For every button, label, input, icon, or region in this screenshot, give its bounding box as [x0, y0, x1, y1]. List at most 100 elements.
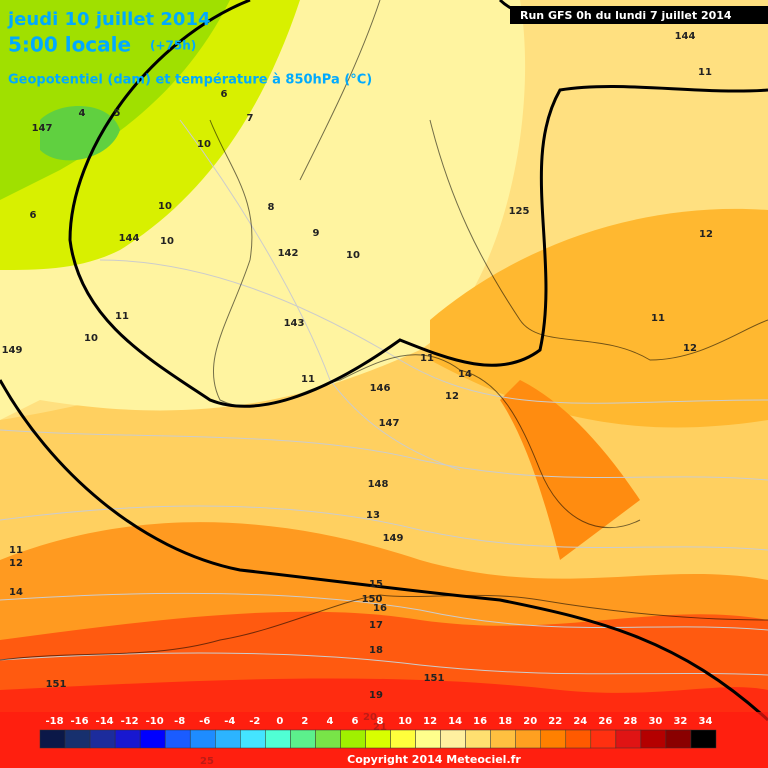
- contour-label: 13: [366, 510, 380, 521]
- legend-label: 0: [276, 716, 283, 727]
- legend-swatch: [315, 729, 341, 749]
- parameter-label: Geopotentiel (dam) et température à 850h…: [8, 73, 372, 88]
- legend-label: -18: [45, 716, 63, 727]
- contour-label: 146: [370, 383, 391, 394]
- legend-swatch: [665, 729, 692, 749]
- legend-swatch: [139, 729, 166, 749]
- legend-swatch: [265, 729, 291, 749]
- legend-swatch: [440, 729, 466, 749]
- contour-label: 12: [699, 229, 713, 240]
- copyright: Copyright 2014 Meteociel.fr: [347, 753, 521, 766]
- legend-label: 8: [377, 716, 384, 727]
- contour-label: 10: [160, 236, 174, 247]
- legend-swatch: [64, 729, 91, 749]
- legend-swatch: [39, 729, 66, 749]
- legend-label: 24: [573, 716, 587, 727]
- legend-label: -4: [224, 716, 235, 727]
- date-label: jeudi 10 juillet 2014: [7, 9, 211, 30]
- legend-label: -12: [121, 716, 139, 727]
- legend: -18 -16 -14 -12 -10 -8 -6 -4 -2 0 2 4 6 8 10 12 14 16 18 20…: [39, 716, 717, 749]
- legend-swatch: [590, 729, 617, 749]
- contour-label: 10: [158, 201, 172, 212]
- contour-label: 149: [2, 345, 23, 356]
- time-label: 5:00 locale: [8, 33, 131, 57]
- legend-swatch: [690, 729, 717, 749]
- temp-band-12: [430, 208, 768, 428]
- legend-label: -16: [71, 716, 89, 727]
- temp-band-4: [40, 106, 120, 161]
- legend-label: 14: [448, 716, 462, 727]
- contour-label: 12: [683, 343, 697, 354]
- legend-label: 32: [673, 716, 687, 727]
- legend-swatch: [340, 729, 366, 749]
- run-banner: [510, 6, 768, 24]
- contour-label: 8: [268, 202, 275, 213]
- legend-label: 20: [523, 716, 537, 727]
- legend-label: 2: [301, 716, 308, 727]
- contour-label: 150: [362, 594, 383, 605]
- contour-label: 147: [32, 123, 53, 134]
- contour-label: 10: [84, 333, 98, 344]
- contour-label: 12: [445, 391, 459, 402]
- contour-label: 11: [115, 311, 129, 322]
- legend-swatch: [240, 729, 266, 749]
- contour-label: 14: [458, 369, 472, 380]
- legend-label: -6: [199, 716, 210, 727]
- legend-swatch: [515, 729, 541, 749]
- contour-label: 144: [675, 31, 696, 42]
- contour-label: 142: [278, 248, 299, 259]
- legend-swatch: [640, 729, 667, 749]
- contour-label: 5: [114, 108, 121, 119]
- contour-label: 9: [313, 228, 320, 239]
- legend-swatch: [615, 729, 642, 749]
- contour-label: 14: [9, 587, 23, 598]
- contour-label: 17: [369, 620, 383, 631]
- legend-swatch: [365, 729, 391, 749]
- legend-swatch: [215, 729, 241, 749]
- contour-label: 144: [119, 233, 140, 244]
- contour-label: 11: [698, 67, 712, 78]
- contour-label: 12: [9, 558, 23, 569]
- legend-label: -10: [146, 716, 164, 727]
- legend-label: 4: [326, 716, 333, 727]
- contour-label: 15: [369, 579, 383, 590]
- contour-label: 148: [368, 479, 389, 490]
- legend-swatch: [490, 729, 516, 749]
- contour-label: 11: [301, 374, 315, 385]
- contour-label: 16: [373, 603, 387, 614]
- legend-label: 12: [423, 716, 437, 727]
- legend-swatch: [164, 729, 191, 749]
- legend-label: 10: [398, 716, 412, 727]
- legend-swatch: [415, 729, 441, 749]
- lead-label: (+75h): [150, 39, 196, 53]
- contour-label: 151: [424, 673, 445, 684]
- legend-swatch: [565, 729, 592, 749]
- legend-swatch: [290, 729, 316, 749]
- legend-label: 30: [648, 716, 662, 727]
- contour-label: 147: [379, 418, 400, 429]
- legend-label: 34: [699, 716, 713, 727]
- contour-label: 10: [197, 139, 211, 150]
- contour-label: 10: [346, 250, 360, 261]
- legend-swatch: [390, 729, 416, 749]
- legend-swatch: [465, 729, 491, 749]
- isotherms: [0, 119, 768, 676]
- contour-label: 151: [46, 679, 67, 690]
- legend-label: 28: [623, 716, 637, 727]
- contour-label: 149: [383, 533, 404, 544]
- legend-label: 18: [498, 716, 512, 727]
- contour-label: 7: [247, 113, 254, 124]
- temp-band-14: [500, 380, 640, 560]
- contour-label: 11: [420, 353, 434, 364]
- legend-label: 22: [548, 716, 562, 727]
- legend-label: -8: [174, 716, 185, 727]
- contour-label: 11: [9, 545, 23, 556]
- contour-label: 18: [369, 645, 383, 656]
- contour-label: 4: [79, 108, 86, 119]
- contour-label: 19: [369, 690, 383, 701]
- legend-swatch: [114, 729, 141, 749]
- legend-swatch: [89, 729, 116, 749]
- legend-label: 26: [598, 716, 612, 727]
